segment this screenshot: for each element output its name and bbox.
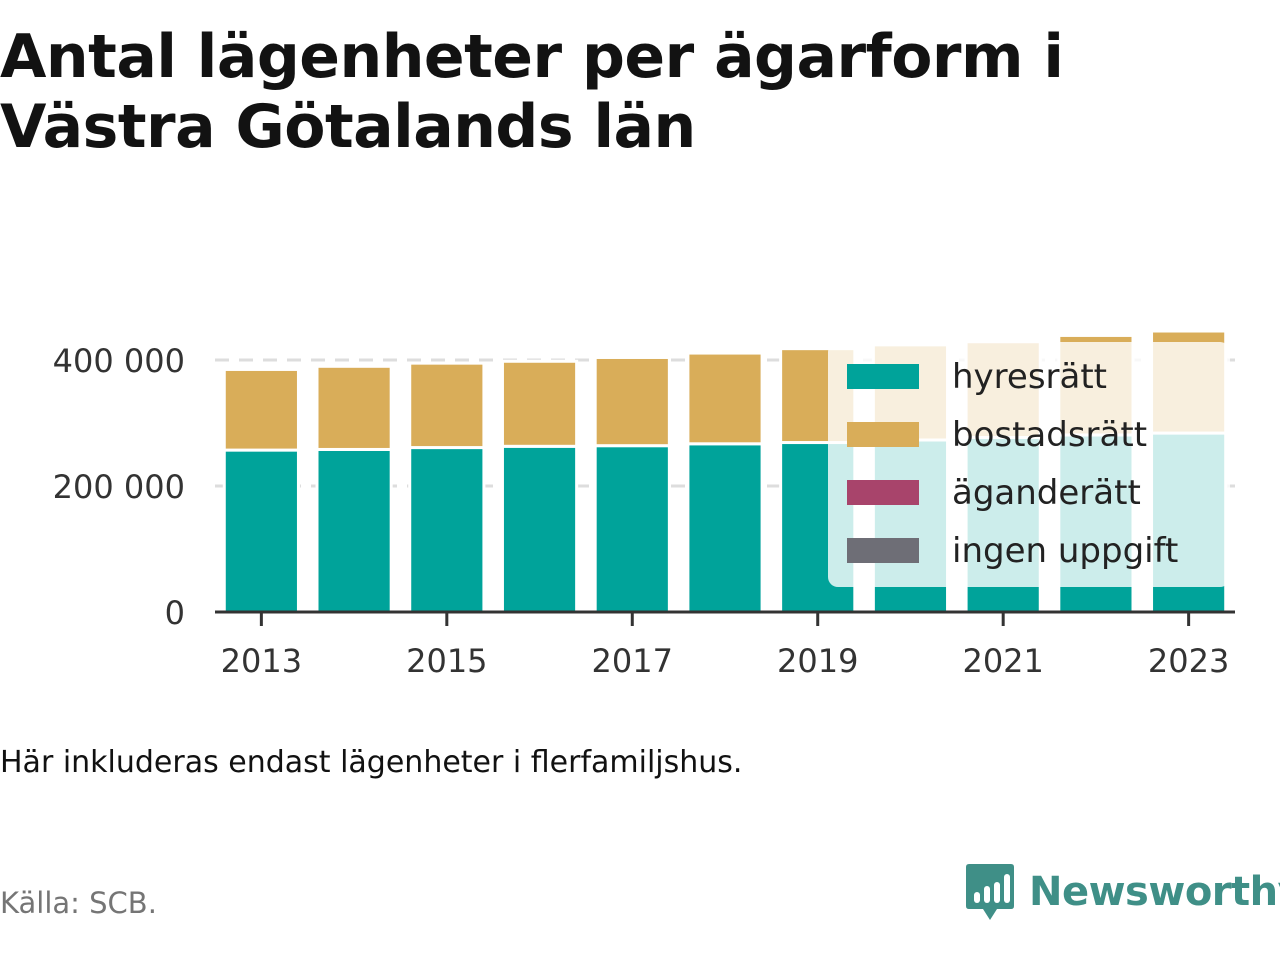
x-tick-label: 2023 (1148, 642, 1229, 680)
bar-hyresrätt-2016 (500, 444, 579, 614)
bar-bostadsrätt-2015 (408, 361, 486, 450)
y-tick-label: 400 000 (53, 342, 185, 380)
x-tick-label: 2015 (406, 642, 487, 680)
legend-background (828, 342, 1230, 587)
legend-swatch (847, 364, 919, 389)
bar-bostadsrätt-2016 (500, 359, 579, 448)
newsworthy-logo-icon (966, 864, 1014, 920)
y-tick-label: 200 000 (53, 468, 185, 506)
legend-label: bostadsrätt (952, 415, 1147, 455)
chart-title: Antal lägenheter per ägarform i Västra G… (0, 22, 1240, 162)
chart-title-line-2: Västra Götalands län (0, 92, 696, 162)
bar-bostadsrätt-2014 (315, 364, 393, 451)
brand-name: Newsworthy (1029, 869, 1280, 915)
legend-label: ingen uppgift (952, 531, 1178, 571)
bar-bostadsrätt-2013 (222, 367, 300, 452)
brand[interactable]: Newsworthy (965, 862, 1280, 922)
x-tick-label: 2017 (592, 642, 673, 680)
x-tick-label: 2019 (777, 642, 858, 680)
y-tick-label: 0 (165, 594, 185, 632)
x-tick-label: 2013 (221, 642, 302, 680)
legend-swatch (847, 422, 919, 447)
bar-hyresrätt-2017 (593, 444, 671, 614)
chart-title-line-1: Antal lägenheter per ägarform i (0, 22, 1064, 92)
bar-hyresrätt-2018 (686, 442, 764, 614)
legend: hyresrätt bostadsrätt äganderätt ingen uppg… (828, 342, 1230, 587)
bar-bostadsrätt-2017 (593, 355, 671, 448)
axes: 0 200 000 400 000 2013 2015 2017 2019 2021 2023 (53, 342, 1235, 680)
legend-label: hyresrätt (952, 357, 1107, 397)
bar-bostadsrätt-2018 (686, 351, 764, 446)
bar-hyresrätt-2015 (408, 446, 486, 614)
source-label: Källa: SCB. (0, 886, 157, 920)
x-tick-label: 2021 (962, 642, 1043, 680)
bar-hyresrätt-2014 (315, 447, 393, 614)
legend-label: äganderätt (952, 473, 1141, 513)
bar-hyresrätt-2013 (222, 448, 300, 614)
legend-swatch (847, 538, 919, 563)
chart-note: Här inkluderas endast lägenheter i flerf… (0, 745, 743, 780)
legend-swatch (847, 480, 919, 505)
